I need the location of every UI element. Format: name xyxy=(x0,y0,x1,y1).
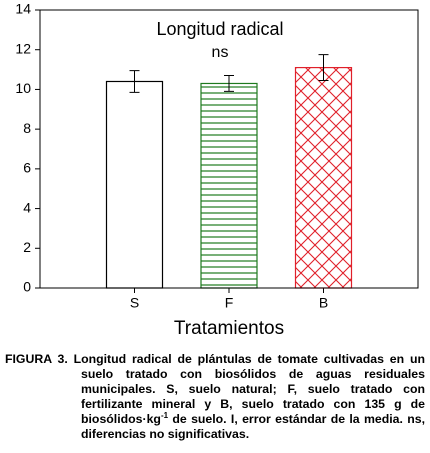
error-bar-line xyxy=(224,75,234,92)
y-tick-label: 8 xyxy=(23,120,31,136)
y-tick-label: 4 xyxy=(23,199,31,215)
caption: FIGURA 3. Longitud radical de plántulas … xyxy=(5,352,425,442)
x-axis-label: Tratamientos xyxy=(174,318,284,339)
bar xyxy=(200,82,258,289)
plot-frame xyxy=(39,9,419,289)
chart: Longitud radical ns Tratamientos 0 2 4 6 8 10… xyxy=(15,1,419,339)
x-tick-label: B xyxy=(319,295,328,311)
caption-superscript: -1 xyxy=(160,410,169,420)
error-bar xyxy=(318,54,329,81)
x-tick-label: S xyxy=(130,295,139,311)
chart-subtitle: ns xyxy=(212,44,229,61)
error-bar xyxy=(129,70,140,93)
bar xyxy=(105,80,164,289)
chart-title: Longitud radical xyxy=(156,19,283,39)
y-tick-label: 2 xyxy=(23,239,31,255)
y-tick-label: 12 xyxy=(15,40,31,56)
error-bar-line xyxy=(318,54,329,81)
y-tick-label: 14 xyxy=(15,1,31,17)
caption-text: de suelo. I, error estándar de la media.… xyxy=(81,412,425,441)
y-tick-label: 10 xyxy=(15,80,31,96)
y-tick-label: 0 xyxy=(23,279,31,295)
x-tick-label: F xyxy=(225,295,234,311)
error-bar xyxy=(224,75,234,92)
bar xyxy=(294,66,353,289)
error-bar-line xyxy=(129,70,140,93)
caption-text: FIGURA 3. Longitud radical de plántulas … xyxy=(5,352,425,426)
y-tick-label: 6 xyxy=(23,160,31,176)
